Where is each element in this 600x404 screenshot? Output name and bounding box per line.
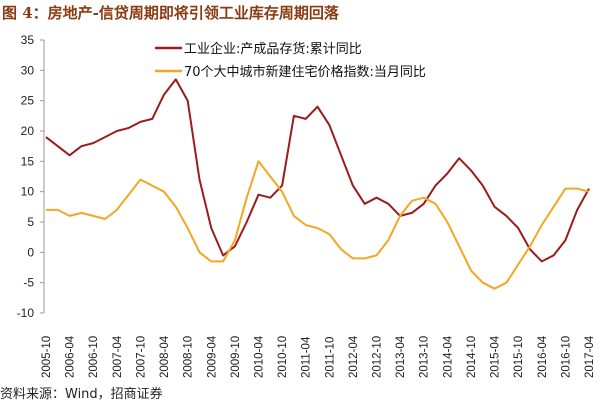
x-tick-label: 2011-10 — [324, 337, 336, 378]
source-note: 资料来源：Wind，招商证券 — [0, 387, 163, 402]
x-tick-label: 2015-10 — [513, 336, 525, 378]
y-tick-label: 10 — [21, 185, 35, 199]
x-tick-label: 2014-10 — [466, 336, 478, 378]
x-tick-label: 2016-04 — [537, 335, 549, 378]
x-tick-label: 2005-10 — [41, 336, 53, 378]
x-tick-label: 2010-10 — [277, 336, 289, 378]
x-tick-label: 2012-04 — [348, 335, 360, 378]
x-tick-label: 2007-10 — [135, 336, 147, 378]
x-tick-label: 2006-04 — [65, 335, 77, 378]
y-tick-label: 35 — [21, 33, 35, 47]
x-tick-label: 2011-04 — [301, 336, 313, 378]
x-tick-label: 2012-10 — [372, 336, 384, 378]
x-tick-label: 2013-04 — [395, 335, 407, 378]
y-tick-label: -10 — [17, 306, 35, 320]
x-tick-label: 2014-04 — [442, 335, 454, 378]
y-tick-label: 15 — [21, 154, 35, 168]
x-tick-label: 2008-10 — [183, 336, 195, 378]
x-tick-label: 2010-04 — [253, 335, 265, 378]
x-tick-label: 2009-10 — [230, 336, 242, 378]
x-tick-label: 2017-04 — [584, 335, 596, 378]
series-line-1 — [45, 78, 590, 263]
x-tick-label: 2016-10 — [560, 336, 572, 378]
legend-label-2: 70个大中城市新建住宅价格指数:当月同比 — [184, 64, 426, 80]
x-tick-label: 2009-04 — [206, 335, 218, 378]
series-line-2 — [46, 160, 590, 290]
x-tick-label: 2007-04 — [112, 335, 124, 378]
y-tick-label: 0 — [27, 245, 34, 259]
legend-label-1: 工业企业:产成品存货:累计同比 — [184, 41, 362, 57]
x-tick-label: 2015-04 — [490, 335, 502, 378]
x-tick-label: 2006-10 — [88, 336, 100, 378]
y-tick-label: 30 — [21, 63, 35, 77]
y-tick-label: -5 — [23, 276, 34, 290]
chart-title: 图 4：房地产-信贷周期即将引领工业库存周期回落 — [2, 4, 339, 22]
x-tick-label: 2008-04 — [159, 335, 171, 378]
y-tick-label: 5 — [27, 215, 34, 229]
x-tick-label: 2013-10 — [419, 336, 431, 378]
y-tick-label: 20 — [21, 124, 35, 138]
y-tick-label: 25 — [21, 94, 35, 108]
